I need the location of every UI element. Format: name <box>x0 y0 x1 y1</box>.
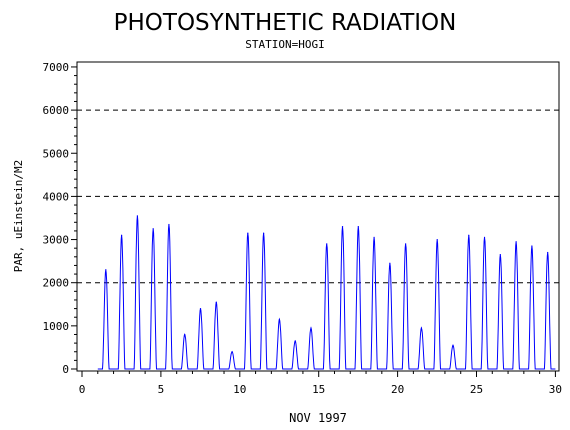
y-axis-label: PAR, uEinstein/M2 <box>12 160 25 273</box>
daily-peak-point <box>199 307 202 310</box>
x-axis-label: NOV 1997 <box>289 411 347 425</box>
daily-peak-point <box>436 238 438 241</box>
daily-peak-point <box>452 344 454 346</box>
daily-peak-point <box>184 333 186 336</box>
x-tick-label: 20 <box>391 383 404 396</box>
y-tick-label: 5000 <box>43 147 70 160</box>
daily-peak-point <box>499 254 501 256</box>
daily-peak-point <box>263 232 265 234</box>
x-tick-label: 0 <box>79 383 86 396</box>
x-axis: 0 5 10 15 20 25 30 <box>79 371 562 396</box>
daily-peak-point <box>215 301 217 303</box>
y-tick-label: 3000 <box>43 234 70 247</box>
x-tick-label: 25 <box>470 383 483 396</box>
daily-peak-point <box>326 243 328 245</box>
daily-peak-point <box>468 234 470 236</box>
daily-peak-point <box>341 226 344 228</box>
daily-peak-point <box>294 340 296 342</box>
daily-peak-point <box>389 262 391 264</box>
daily-peak-point <box>247 232 249 234</box>
daily-peak-point <box>231 351 233 353</box>
series-group <box>97 215 556 370</box>
daily-peak-point <box>310 327 312 329</box>
daily-peak-point <box>483 236 486 238</box>
y-tick-label: 1000 <box>43 320 70 333</box>
daily-peak-point <box>405 243 407 245</box>
daily-peak-point <box>136 215 138 217</box>
x-tick-label: 15 <box>312 383 325 396</box>
daily-peak-point <box>168 223 170 226</box>
y-tick-label: 6000 <box>43 104 70 117</box>
daily-peak-point <box>531 245 533 247</box>
y-tick-label: 4000 <box>43 190 70 203</box>
plot-frame <box>76 61 560 372</box>
daily-peak-point <box>105 269 107 271</box>
reference-lines <box>77 109 559 284</box>
x-tick-label: 30 <box>549 383 562 396</box>
y-tick-label: 2000 <box>43 277 70 290</box>
x-tick-label: 10 <box>233 383 246 396</box>
chart-subtitle: STATION=HOGI <box>245 38 324 51</box>
daily-peak-point <box>515 241 517 243</box>
daily-peak-point <box>547 251 549 254</box>
y-tick-label: 7000 <box>43 61 70 74</box>
daily-peak-point <box>420 327 423 329</box>
daily-peak-point <box>152 228 154 230</box>
daily-peak-point <box>373 236 375 238</box>
chart-title: PHOTOSYNTHETIC RADIATION <box>114 10 457 36</box>
y-axis: 0 1000 2000 3000 4000 5000 6000 7000 <box>43 61 77 376</box>
series-line <box>97 215 556 370</box>
x-tick-label: 5 <box>158 383 165 396</box>
y-tick-label: 0 <box>62 363 69 376</box>
daily-peak-point <box>278 318 281 320</box>
daily-peak-point <box>357 226 359 228</box>
daily-peak-point <box>121 234 123 236</box>
